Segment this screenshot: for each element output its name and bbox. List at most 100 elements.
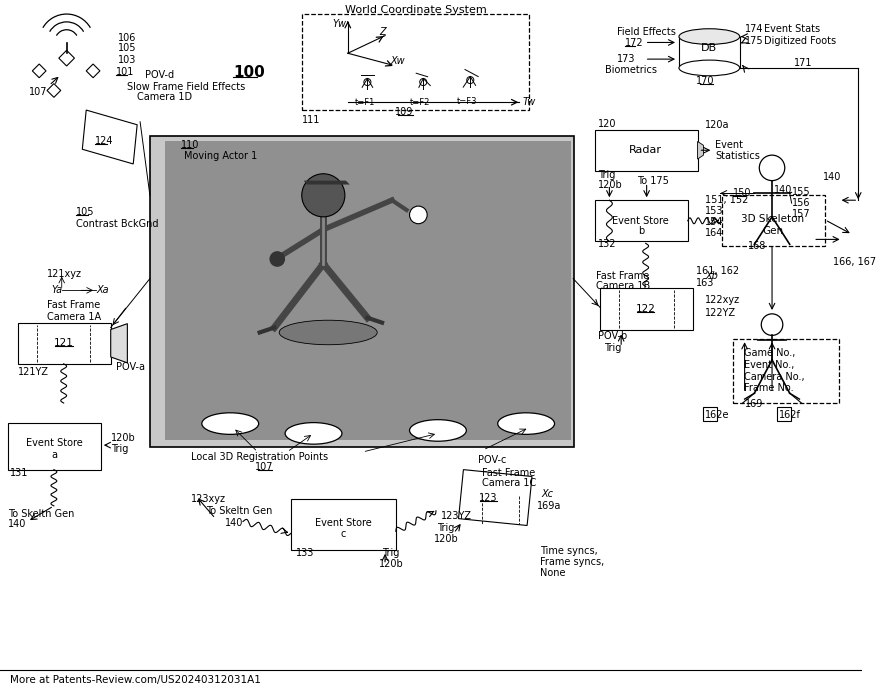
Text: a: a [51,450,57,460]
Text: 140: 140 [225,518,244,528]
Text: 121: 121 [54,338,74,348]
Text: 161, 162: 161, 162 [695,265,738,276]
Text: Xb: Xb [706,270,718,281]
Text: Fast Frame: Fast Frame [482,468,535,477]
Text: DB: DB [701,43,717,54]
Text: Local 3D Registration Points: Local 3D Registration Points [191,452,328,462]
Text: 124: 124 [95,136,114,147]
Polygon shape [304,181,349,185]
Text: 164: 164 [706,227,723,238]
Text: World Coordinate System: World Coordinate System [345,5,487,15]
Text: t=F3: t=F3 [457,97,477,106]
Text: Trig: Trig [605,343,622,353]
Text: Trig: Trig [598,170,615,180]
Text: 168: 168 [747,241,766,252]
Circle shape [302,174,345,217]
Text: 151, 152: 151, 152 [706,195,749,205]
Text: 107: 107 [29,88,48,97]
Text: Event No.,: Event No., [744,360,794,370]
Text: 105: 105 [118,43,136,54]
Bar [595,130,698,171]
Text: 169a: 169a [537,501,561,511]
Bar [150,136,574,447]
Text: 120b: 120b [111,433,136,443]
Text: Xw: Xw [390,56,405,66]
Text: 163: 163 [695,277,714,288]
Text: 174: 174 [744,24,763,34]
Text: Moving Actor 1: Moving Actor 1 [184,151,258,161]
Text: To 175: To 175 [637,176,669,186]
Text: 169: 169 [744,399,763,409]
Text: 120b: 120b [434,534,458,544]
Text: None: None [539,568,565,578]
Text: 166, 167: 166, 167 [832,257,876,267]
Text: 120b: 120b [379,559,404,569]
Text: 133: 133 [296,548,314,558]
Text: Ya: Ya [51,286,62,295]
Bar [599,288,693,329]
Text: Event Store: Event Store [612,215,669,226]
Ellipse shape [202,413,259,434]
Text: t=F1: t=F1 [355,98,375,107]
Ellipse shape [679,60,740,76]
Bar [165,141,571,440]
Text: Event Store: Event Store [26,438,82,448]
Text: 140: 140 [774,186,792,195]
Text: Xc: Xc [542,489,554,499]
Text: Field Effects: Field Effects [617,26,676,37]
Text: Slow Frame Field Effects: Slow Frame Field Effects [128,81,246,92]
Text: Frame No.: Frame No. [744,384,793,393]
Ellipse shape [285,423,342,444]
Bar [733,339,839,403]
Text: POV-c: POV-c [478,455,507,465]
Text: 3D Skeleton: 3D Skeleton [742,214,804,224]
Text: Camera No.,: Camera No., [744,372,804,382]
Bar [18,322,111,363]
Text: 109: 109 [394,107,413,117]
Text: 110: 110 [181,140,200,150]
Text: 173: 173 [617,54,635,64]
Text: 123: 123 [479,493,497,503]
Text: To Skeltn Gen: To Skeltn Gen [8,509,74,518]
Text: Gen: Gen [762,226,783,236]
Text: 171: 171 [794,58,812,68]
Text: Trig: Trig [111,444,128,454]
Text: 162f: 162f [779,410,801,420]
Text: 106: 106 [118,33,136,42]
Text: c: c [341,530,346,539]
Text: 111: 111 [302,115,320,125]
Bar [722,195,825,246]
Text: 131: 131 [10,468,28,477]
Text: Yw: Yw [332,19,346,29]
Text: t=F2: t=F2 [409,98,430,107]
Text: 122xyz: 122xyz [706,295,741,305]
Text: Event: Event [715,140,744,150]
Text: 107: 107 [255,461,274,472]
Text: 105: 105 [77,207,95,217]
Ellipse shape [498,413,554,434]
Polygon shape [111,324,128,363]
Text: 154: 154 [706,217,724,227]
Text: 140: 140 [8,519,26,530]
Text: POV-a: POV-a [115,362,144,372]
Text: Contrast BckGnd: Contrast BckGnd [77,219,159,229]
Text: 157: 157 [792,209,810,219]
Text: 122: 122 [635,304,656,314]
Text: 140: 140 [823,172,841,181]
Text: Biometrics: Biometrics [605,65,657,75]
Text: Digitized Foots: Digitized Foots [764,35,836,45]
Text: Xa: Xa [96,286,108,295]
Ellipse shape [409,420,466,441]
Text: Radar: Radar [629,145,662,155]
Text: 132: 132 [598,239,616,250]
Text: 121xyz: 121xyz [47,269,82,279]
Text: 153: 153 [706,206,724,216]
Bar [291,499,396,550]
Text: 175: 175 [744,35,763,45]
Text: 155: 155 [792,188,810,197]
Text: 120a: 120a [706,120,730,130]
Text: POV-d: POV-d [145,70,174,80]
Text: 103: 103 [118,55,136,65]
Text: 156: 156 [792,198,810,208]
Bar [8,423,101,470]
